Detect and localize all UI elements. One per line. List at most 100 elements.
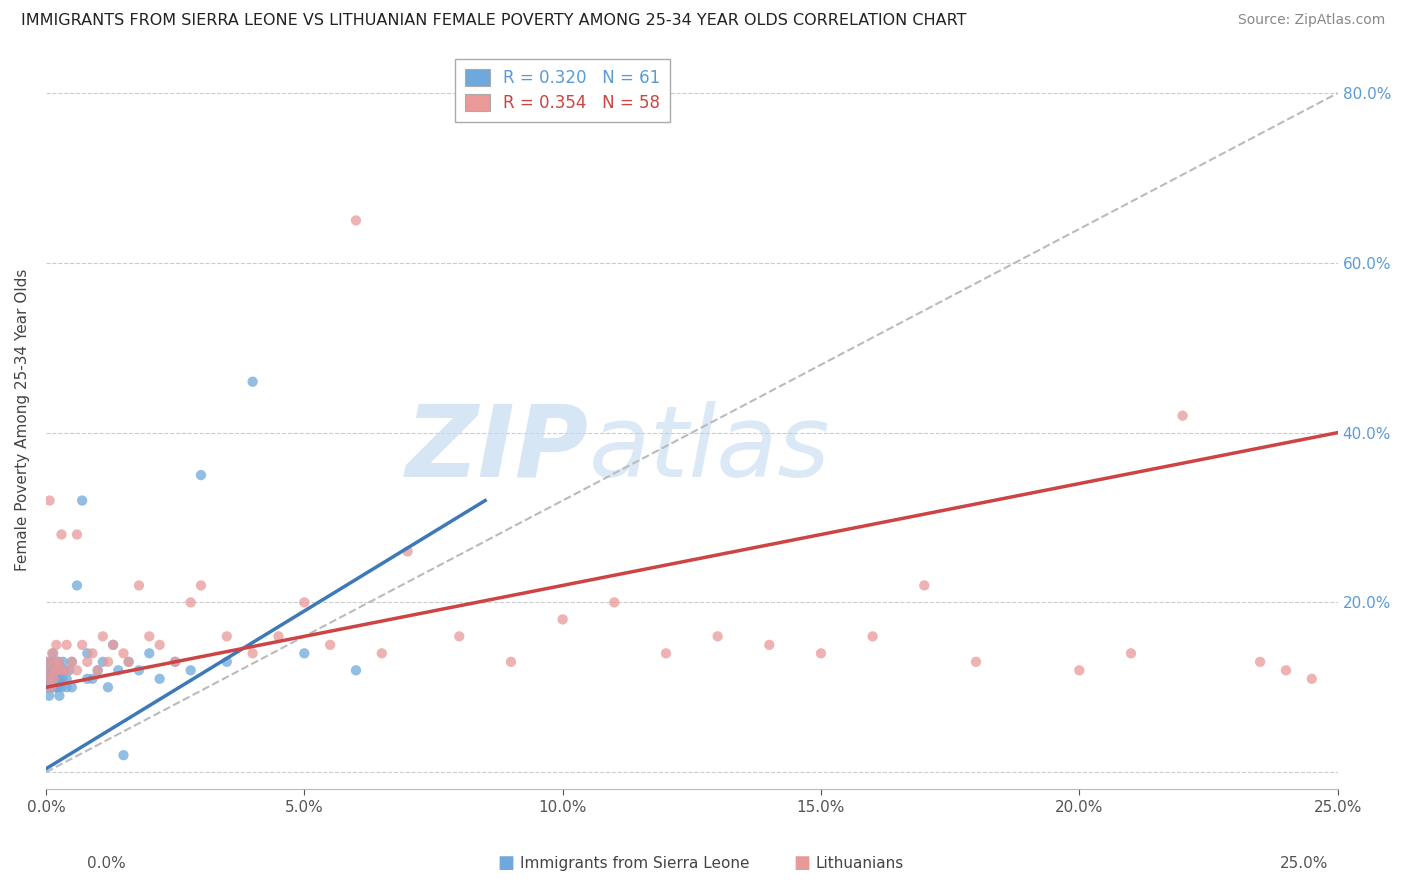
Point bbox=[39, 672, 62, 686]
Point bbox=[165, 655, 187, 669]
Point bbox=[344, 213, 367, 227]
Point bbox=[51, 663, 73, 677]
Point bbox=[38, 663, 60, 677]
Point bbox=[44, 663, 66, 677]
Point bbox=[38, 493, 60, 508]
Point bbox=[45, 681, 67, 695]
Text: 0.0%: 0.0% bbox=[87, 856, 127, 871]
Point bbox=[242, 646, 264, 660]
Point bbox=[66, 578, 89, 592]
Point bbox=[965, 655, 987, 669]
Point bbox=[41, 663, 63, 677]
Point bbox=[97, 681, 120, 695]
Point bbox=[82, 646, 104, 660]
Point bbox=[1275, 663, 1298, 677]
Point bbox=[138, 629, 160, 643]
Point bbox=[190, 578, 212, 592]
Point bbox=[862, 629, 884, 643]
Point bbox=[41, 681, 63, 695]
Point bbox=[267, 629, 290, 643]
Point bbox=[45, 655, 67, 669]
Point bbox=[86, 663, 108, 677]
Point bbox=[46, 681, 69, 695]
Point bbox=[55, 638, 77, 652]
Point bbox=[48, 655, 70, 669]
Point bbox=[51, 663, 73, 677]
Point bbox=[39, 681, 62, 695]
Text: IMMIGRANTS FROM SIERRA LEONE VS LITHUANIAN FEMALE POVERTY AMONG 25-34 YEAR OLDS : IMMIGRANTS FROM SIERRA LEONE VS LITHUANI… bbox=[21, 13, 966, 29]
Point bbox=[35, 663, 58, 677]
Point bbox=[1171, 409, 1194, 423]
Point bbox=[76, 672, 98, 686]
Point bbox=[48, 655, 70, 669]
Point bbox=[60, 655, 83, 669]
Point bbox=[396, 544, 419, 558]
Point bbox=[51, 663, 73, 677]
Text: ■: ■ bbox=[793, 855, 810, 872]
Point bbox=[39, 663, 62, 677]
Point bbox=[112, 748, 135, 763]
Point bbox=[38, 689, 60, 703]
Point bbox=[41, 646, 63, 660]
Point bbox=[76, 655, 98, 669]
Point bbox=[37, 681, 59, 695]
Point bbox=[51, 527, 73, 541]
Point bbox=[344, 663, 367, 677]
Point bbox=[51, 681, 73, 695]
Point bbox=[149, 672, 172, 686]
Text: Lithuanians: Lithuanians bbox=[815, 856, 904, 871]
Point bbox=[603, 595, 626, 609]
Point bbox=[42, 672, 65, 686]
Point bbox=[190, 468, 212, 483]
Point bbox=[39, 663, 62, 677]
Point bbox=[39, 655, 62, 669]
Point bbox=[48, 663, 70, 677]
Point bbox=[38, 655, 60, 669]
Point bbox=[42, 646, 65, 660]
Point bbox=[60, 681, 83, 695]
Point bbox=[38, 672, 60, 686]
Legend: R = 0.320   N = 61, R = 0.354   N = 58: R = 0.320 N = 61, R = 0.354 N = 58 bbox=[456, 59, 671, 122]
Point bbox=[1119, 646, 1142, 660]
Point bbox=[45, 672, 67, 686]
Point bbox=[46, 672, 69, 686]
Point bbox=[215, 655, 238, 669]
Point bbox=[44, 655, 66, 669]
Point bbox=[1301, 672, 1323, 686]
Point bbox=[128, 578, 150, 592]
Point bbox=[70, 493, 93, 508]
Point bbox=[215, 629, 238, 643]
Point bbox=[48, 689, 70, 703]
Point bbox=[49, 672, 72, 686]
Text: Immigrants from Sierra Leone: Immigrants from Sierra Leone bbox=[520, 856, 749, 871]
Point bbox=[66, 527, 89, 541]
Point bbox=[107, 663, 129, 677]
Point bbox=[117, 655, 139, 669]
Point bbox=[45, 663, 67, 677]
Point bbox=[242, 375, 264, 389]
Point bbox=[112, 646, 135, 660]
Point bbox=[706, 629, 728, 643]
Point bbox=[55, 672, 77, 686]
Point bbox=[55, 663, 77, 677]
Point bbox=[319, 638, 342, 652]
Point bbox=[44, 655, 66, 669]
Point bbox=[44, 681, 66, 695]
Point bbox=[66, 663, 89, 677]
Point bbox=[37, 655, 59, 669]
Point bbox=[101, 638, 124, 652]
Point bbox=[655, 646, 678, 660]
Point bbox=[58, 663, 80, 677]
Point bbox=[91, 655, 114, 669]
Point bbox=[76, 646, 98, 660]
Point bbox=[1249, 655, 1271, 669]
Point bbox=[138, 646, 160, 660]
Point bbox=[128, 663, 150, 677]
Point bbox=[53, 663, 76, 677]
Text: ZIP: ZIP bbox=[405, 401, 589, 498]
Point bbox=[912, 578, 935, 592]
Point bbox=[39, 681, 62, 695]
Point bbox=[42, 672, 65, 686]
Point bbox=[51, 672, 73, 686]
Point bbox=[60, 655, 83, 669]
